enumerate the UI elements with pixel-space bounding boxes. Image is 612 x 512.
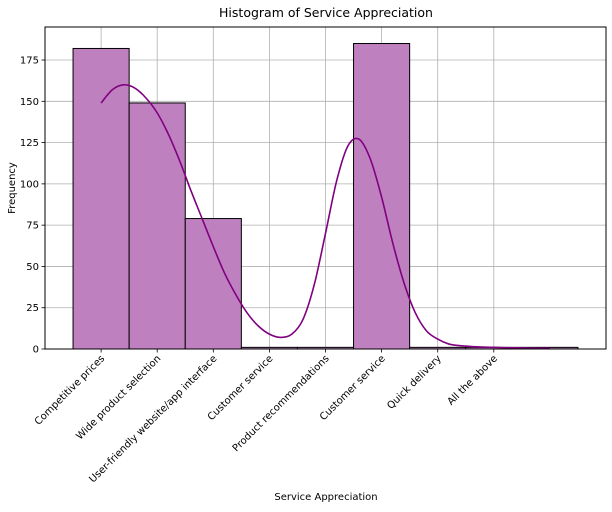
histogram-bar <box>128 102 186 350</box>
histogram-bars <box>72 43 579 350</box>
kde-curve <box>100 83 550 349</box>
y-axis-label: Frequency <box>7 162 18 214</box>
chart-title: Histogram of Service Appreciation <box>219 5 433 20</box>
y-tick-label: 175 <box>20 56 39 67</box>
y-axis-ticks: 0 25 50 75 100 125 150 175 <box>20 56 45 356</box>
histogram-bar <box>72 47 130 350</box>
x-tick-label: Quick delivery <box>385 353 443 411</box>
y-tick-label: 125 <box>20 138 39 149</box>
x-axis-label: Service Appreciation <box>274 492 377 503</box>
x-tick-label: Product recommendations <box>231 353 332 454</box>
x-tick-label: All the above <box>446 353 500 407</box>
x-tick-label: User-friendly website/app interface <box>87 353 219 485</box>
y-tick-label: 25 <box>26 303 39 314</box>
y-tick-label: 0 <box>33 345 39 356</box>
y-tick-label: 150 <box>20 97 39 108</box>
y-tick-label: 50 <box>26 262 39 273</box>
y-tick-label: 75 <box>26 221 39 232</box>
y-tick-label: 100 <box>20 179 39 190</box>
histogram-bar <box>184 218 242 350</box>
